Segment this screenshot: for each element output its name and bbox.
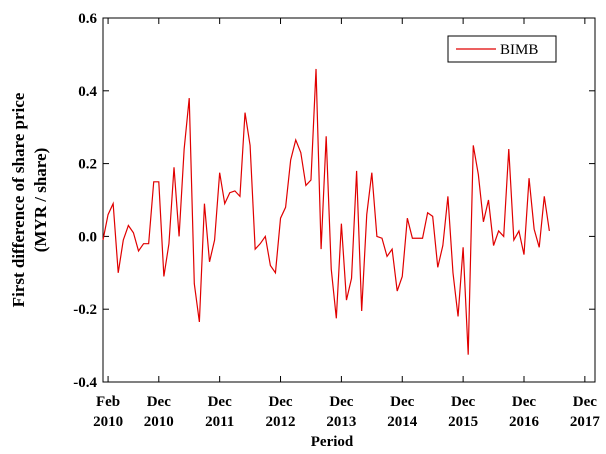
x-tick-label: Dec 2016	[509, 394, 540, 430]
y-axis-label: First difference of share price	[9, 92, 28, 307]
y-tick-label: -0.2	[73, 302, 97, 318]
x-tick-label: Dec 2015	[448, 394, 478, 430]
y-tick-label: 0.2	[78, 157, 97, 173]
x-tick-label: Dec 2013	[326, 394, 356, 430]
x-axis-label: Period	[311, 434, 354, 450]
data-line	[102, 68, 550, 355]
x-tick-label: Dec 2017	[570, 394, 601, 430]
y-tick-label: 0.0	[78, 229, 97, 245]
x-tick-label: Dec 2010	[144, 394, 174, 430]
plot-frame	[102, 17, 596, 383]
y-tick-label: 0.4	[78, 84, 97, 100]
x-tick-label: Dec 2012	[266, 394, 296, 430]
x-tick-label: Dec 2011	[205, 394, 234, 430]
y-axis-label: (MYR / share)	[31, 148, 50, 253]
y-tick-label: -0.4	[73, 375, 97, 391]
legend-label: BIMB	[500, 42, 538, 58]
y-tick-label: 0.6	[78, 11, 97, 27]
x-tick-label: Dec 2014	[387, 394, 418, 430]
x-tick-label: Feb 2010	[93, 394, 123, 430]
